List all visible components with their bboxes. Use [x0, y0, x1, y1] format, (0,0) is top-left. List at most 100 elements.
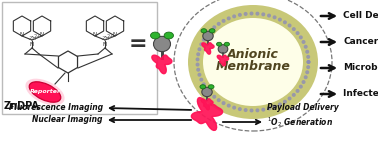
Circle shape — [208, 29, 212, 33]
Circle shape — [296, 31, 299, 35]
Text: Cancer: Cancer — [343, 37, 378, 47]
Ellipse shape — [202, 87, 212, 97]
Text: N: N — [20, 32, 24, 36]
Polygon shape — [201, 99, 213, 110]
Text: 2+: 2+ — [106, 35, 114, 39]
Polygon shape — [201, 99, 213, 110]
Ellipse shape — [203, 18, 303, 106]
Circle shape — [304, 45, 308, 49]
Circle shape — [244, 12, 248, 16]
FancyBboxPatch shape — [2, 2, 157, 114]
Circle shape — [299, 85, 303, 89]
Text: Nuclear Imaging: Nuclear Imaging — [33, 115, 103, 125]
Circle shape — [238, 13, 242, 17]
Text: N: N — [40, 32, 44, 36]
Polygon shape — [191, 97, 223, 130]
Circle shape — [199, 78, 203, 82]
Circle shape — [283, 100, 287, 104]
Text: Infected Cells: Infected Cells — [343, 90, 378, 98]
Circle shape — [196, 52, 200, 56]
Circle shape — [197, 47, 201, 51]
Polygon shape — [152, 55, 172, 74]
Ellipse shape — [25, 79, 65, 105]
Ellipse shape — [188, 5, 318, 119]
Circle shape — [227, 16, 231, 20]
Text: Fluorescence Imaging: Fluorescence Imaging — [9, 103, 103, 111]
Circle shape — [199, 42, 203, 46]
Ellipse shape — [150, 32, 160, 39]
Ellipse shape — [201, 29, 207, 33]
Circle shape — [205, 87, 209, 91]
Ellipse shape — [164, 32, 174, 39]
Circle shape — [302, 80, 305, 84]
Circle shape — [292, 27, 296, 31]
Polygon shape — [202, 43, 214, 54]
Circle shape — [261, 12, 265, 16]
Circle shape — [267, 106, 271, 110]
Circle shape — [304, 75, 308, 79]
Ellipse shape — [203, 31, 213, 41]
Circle shape — [288, 96, 291, 101]
Ellipse shape — [217, 42, 222, 46]
Text: Membrane: Membrane — [215, 60, 290, 73]
Circle shape — [296, 89, 299, 93]
Circle shape — [273, 15, 277, 19]
Circle shape — [305, 70, 309, 74]
Text: Payload Delivery: Payload Delivery — [267, 103, 339, 111]
Text: =: = — [129, 34, 147, 54]
Circle shape — [205, 33, 209, 37]
Text: N: N — [113, 32, 117, 36]
Circle shape — [306, 65, 310, 69]
Ellipse shape — [200, 85, 206, 89]
Circle shape — [222, 101, 226, 105]
Circle shape — [244, 108, 248, 112]
Text: Cell Death: Cell Death — [343, 12, 378, 20]
Ellipse shape — [208, 85, 214, 89]
Circle shape — [202, 82, 206, 86]
Circle shape — [273, 105, 277, 109]
Circle shape — [227, 104, 231, 108]
Circle shape — [202, 38, 206, 42]
Circle shape — [249, 12, 254, 16]
Circle shape — [195, 57, 200, 61]
Text: Microbes: Microbes — [343, 64, 378, 72]
Circle shape — [288, 23, 291, 28]
Polygon shape — [217, 55, 229, 66]
Polygon shape — [217, 55, 229, 66]
Text: N: N — [93, 32, 97, 36]
Circle shape — [212, 95, 216, 99]
Text: 2+: 2+ — [33, 35, 40, 39]
Circle shape — [261, 108, 265, 112]
Circle shape — [305, 50, 309, 54]
Ellipse shape — [224, 42, 229, 46]
Text: Reporter: Reporter — [29, 90, 60, 94]
Circle shape — [195, 63, 200, 67]
Ellipse shape — [29, 82, 61, 102]
Circle shape — [212, 25, 216, 29]
Text: ZnDPA: ZnDPA — [4, 101, 40, 111]
Circle shape — [249, 108, 254, 112]
Circle shape — [256, 108, 259, 112]
Text: Zn: Zn — [28, 36, 36, 40]
Circle shape — [197, 73, 201, 77]
Circle shape — [217, 22, 221, 26]
Circle shape — [232, 14, 236, 18]
Polygon shape — [191, 97, 223, 130]
Circle shape — [232, 106, 236, 110]
Circle shape — [217, 98, 221, 102]
Circle shape — [307, 60, 310, 64]
Circle shape — [278, 102, 282, 106]
Circle shape — [208, 91, 212, 95]
Polygon shape — [152, 55, 172, 74]
Text: $^1$O$_2$ Generation: $^1$O$_2$ Generation — [267, 115, 333, 129]
Text: N: N — [30, 42, 34, 48]
Ellipse shape — [218, 45, 228, 53]
Circle shape — [299, 35, 303, 39]
Circle shape — [238, 107, 242, 111]
Text: N: N — [103, 42, 107, 48]
Circle shape — [283, 20, 287, 24]
Circle shape — [196, 68, 200, 72]
Circle shape — [267, 14, 271, 18]
Polygon shape — [202, 43, 214, 54]
Ellipse shape — [209, 29, 215, 33]
